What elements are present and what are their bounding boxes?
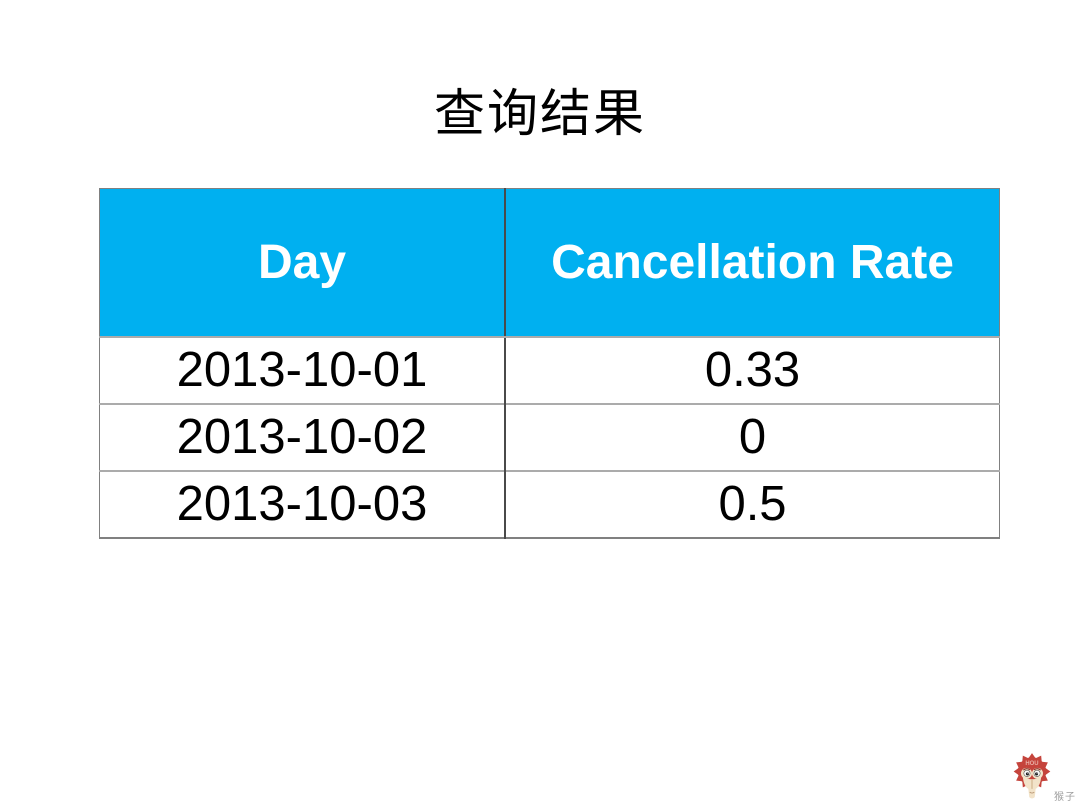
table-body: 2013-10-01 0.33 2013-10-02 0 2013-10-03 … bbox=[99, 337, 1000, 538]
logo-forehead-text: HOU bbox=[1025, 761, 1038, 767]
cell-day: 2013-10-03 bbox=[99, 470, 506, 538]
cell-rate: 0.33 bbox=[505, 337, 1000, 404]
cell-rate: 0 bbox=[505, 403, 1000, 471]
column-header-cancellation-rate: Cancellation Rate bbox=[505, 188, 1000, 338]
table-row: 2013-10-03 0.5 bbox=[99, 470, 1000, 538]
page-title: 查询结果 bbox=[433, 85, 646, 142]
results-table: Day Cancellation Rate 2013-10-01 0.33 20… bbox=[99, 188, 1000, 539]
table-row: 2013-10-02 0 bbox=[99, 403, 1000, 471]
column-header-day: Day bbox=[99, 188, 506, 338]
cell-day: 2013-10-02 bbox=[99, 403, 506, 471]
table-row: 2013-10-01 0.33 bbox=[99, 337, 1000, 404]
logo-caption: 猴子 bbox=[1054, 792, 1076, 803]
cell-day: 2013-10-01 bbox=[99, 337, 506, 404]
monkey-icon: HOU bbox=[1013, 753, 1051, 799]
cell-rate: 0.5 bbox=[505, 470, 1000, 538]
header-row: Day Cancellation Rate bbox=[99, 188, 1000, 338]
monkey-logo: HOU 猴子 bbox=[1004, 752, 1076, 804]
table-header: Day Cancellation Rate bbox=[99, 188, 1000, 338]
